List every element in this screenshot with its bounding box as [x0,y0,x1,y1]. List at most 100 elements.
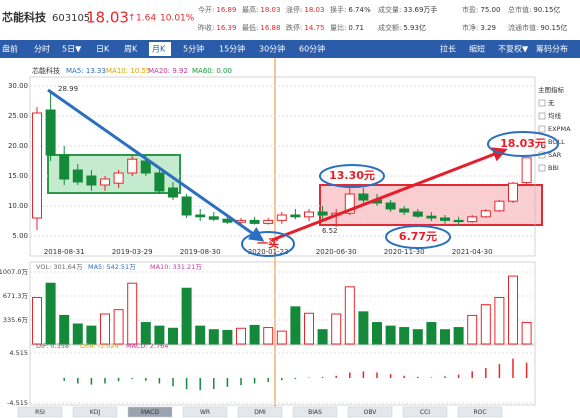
tab-label: CCI [420,409,430,416]
stock-name: 芯能科技 [2,10,47,24]
candle-body [399,208,410,213]
volume-bar [59,314,70,345]
checkbox[interactable] [538,164,546,172]
volume-bar [344,286,355,345]
stat-value: 16.89 [216,6,236,14]
volume-bar [521,321,532,345]
toolbar-item[interactable]: 周K [124,45,138,54]
stat-label: 最高: [242,5,258,14]
side-option: SAR [548,151,562,159]
candle-body [263,219,274,224]
checkbox[interactable] [538,112,546,120]
candle-body [86,175,97,186]
volume-bar [317,329,328,345]
tab[interactable] [72,406,118,418]
checkbox[interactable] [538,99,546,107]
toolbar-item[interactable]: 缩短 [469,44,485,54]
y-tick-label: 15.00 [8,172,28,180]
tab[interactable] [127,406,173,418]
volume-bar [290,306,301,345]
stat: 涨停: 18.03 [286,5,324,14]
candle-body [208,216,219,220]
panel-frame [29,344,536,406]
volume-bar [181,287,192,345]
x-tick-label: 2021-04-30 [452,248,493,256]
y-tick-label: 1007.0万 [0,268,28,276]
price: 18.03 [86,9,129,27]
toolbar-item[interactable]: 月K [152,45,166,54]
tab-selected [149,42,171,56]
stat-label: 跌停: [286,23,302,32]
candle-body [453,219,464,223]
tab[interactable] [182,406,228,418]
legend: MA10: 331.21万 [150,263,202,271]
annotation: 13.30元 [329,169,375,182]
candle-body [113,172,124,184]
tab[interactable] [402,406,448,418]
change: 1.64 [136,14,156,24]
candle-body [494,200,505,212]
side-title: 主图指标 [538,85,565,94]
legend: MACD: 2.764 [126,342,168,350]
volume-bar [399,327,410,345]
checkbox[interactable] [538,138,546,146]
side-option: 无 [548,99,555,107]
toolbar [0,40,580,58]
stat-value: 14.75 [304,24,324,32]
y-tick-label: 30.00 [8,82,28,90]
stat: 最低: 16.88 [242,23,280,32]
toolbar-item[interactable]: 5分钟 [183,44,204,54]
toolbar-item[interactable]: 拉长 [440,44,456,54]
stat-label: 最低: [242,23,258,32]
checkbox[interactable] [538,125,546,133]
candle-body [181,196,192,216]
volume-bar [440,329,450,345]
tab[interactable] [17,406,63,418]
stat-label: 换手: [330,5,346,14]
x-tick-label: 2020-01-23 [248,248,289,256]
up-arrow [271,147,508,242]
candle-body [521,157,532,184]
toolbar-item[interactable]: 15分钟 [219,44,245,54]
tab[interactable] [457,406,503,418]
volume-bar [86,325,97,345]
stat-value: 90.15亿 [540,23,567,32]
candle-body [72,169,83,183]
candle-body [480,210,491,218]
tab[interactable] [237,406,283,418]
volume-bar [304,312,314,345]
stat: 成交量: 33.69万手 [378,5,437,14]
candle-body [467,216,478,223]
x-tick-label: 2019-08-30 [180,248,221,256]
toolbar-item[interactable]: 30分钟 [259,44,285,54]
tab[interactable] [292,406,338,418]
y-tick-label: 5.00 [12,232,28,240]
candle-body [59,154,70,180]
candle-body [127,158,138,174]
candle-body [317,211,328,216]
stat-label: 市盈: [462,5,478,14]
x-tick-label: 2020-11-30 [384,248,425,256]
toolbar-item[interactable]: 不复权▼ [498,44,529,54]
tab[interactable] [347,406,393,418]
toolbar-item[interactable]: 60分钟 [299,44,325,54]
candle-body [290,214,301,218]
volume-bar [140,322,151,345]
toolbar-item[interactable]: 盘前 [2,44,18,54]
toolbar-item[interactable]: 日K [96,45,110,54]
toolbar-item[interactable]: 5日▼ [62,45,82,54]
stat-label: 成交额: [378,23,401,32]
volume-bar [508,275,518,345]
candle-body [412,211,423,217]
stat-value: 75.00 [480,6,500,14]
down-arrow [47,88,265,242]
stat-value: 5.93亿 [403,23,426,32]
toolbar-item[interactable]: 分时 [34,44,50,54]
stock-code: 603105 [52,13,90,24]
volume-bar [358,311,369,345]
stat: 今开: 16.89 [198,5,236,14]
panel-frame [29,76,536,257]
toolbar-item[interactable]: 筹码分布 [536,44,568,54]
volume-bar [426,322,437,345]
